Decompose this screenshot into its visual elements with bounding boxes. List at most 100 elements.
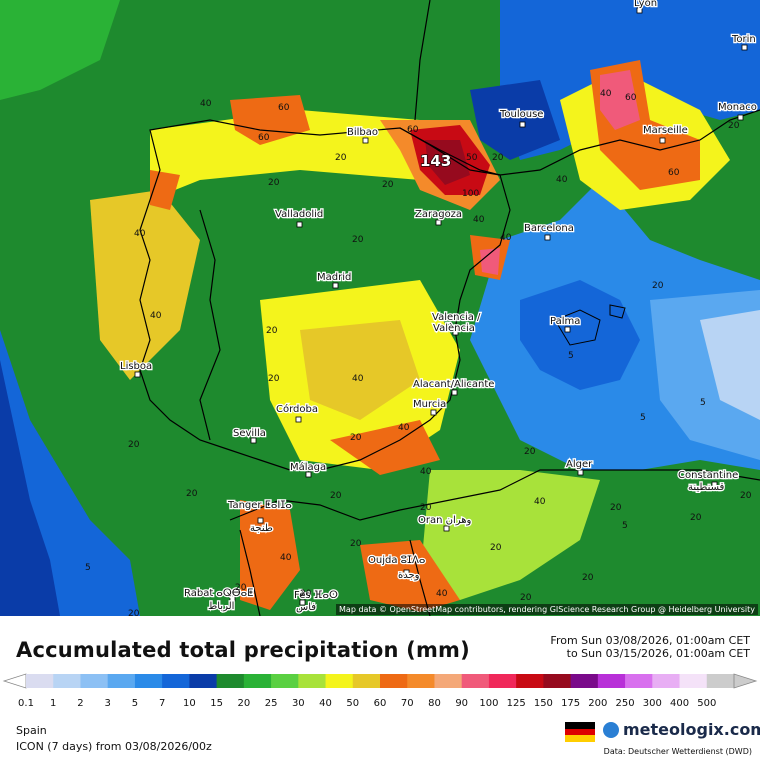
city-marker-madrid[interactable]: Madrid bbox=[316, 271, 353, 289]
city-marker-lyon[interactable]: Lyon bbox=[633, 0, 658, 14]
svg-text:Alacant/Alicante: Alacant/Alicante bbox=[413, 379, 494, 390]
svg-text:الرباط: الرباط bbox=[208, 601, 234, 612]
contour-label: 60 bbox=[668, 168, 680, 178]
max-precip-label: 143 bbox=[420, 152, 451, 170]
scale-label: 80 bbox=[428, 698, 441, 709]
data-source: Data: Deutscher Wetterdienst (DWD) bbox=[603, 747, 752, 756]
contour-label: 40 bbox=[436, 589, 448, 599]
scale-swatch bbox=[243, 674, 272, 688]
city-marker-palma[interactable]: Palma bbox=[549, 315, 582, 333]
city-marker-valladolid[interactable]: Valladolid bbox=[274, 208, 325, 228]
svg-text:Barcelona: Barcelona bbox=[524, 223, 574, 234]
contour-label: 40 bbox=[534, 497, 546, 507]
city-marker-malaga[interactable]: Málaga bbox=[289, 460, 327, 478]
model-label: ICON (7 days) from 03/08/2026/00z bbox=[16, 740, 212, 753]
city-marker-toulouse[interactable]: Toulouse bbox=[498, 108, 545, 128]
contour-label: 20 bbox=[300, 589, 312, 599]
scale-swatch bbox=[325, 674, 354, 688]
city-marker-sevilla[interactable]: Sevilla bbox=[232, 427, 267, 444]
scale-label: 100 bbox=[479, 698, 498, 709]
scale-swatch bbox=[597, 674, 626, 688]
city-marker-oran[interactable]: Oran وهران bbox=[417, 514, 473, 532]
contour-label: 20 bbox=[350, 433, 362, 443]
scale-swatch bbox=[162, 674, 190, 688]
scale-swatch bbox=[516, 674, 544, 688]
scale-label: 300 bbox=[643, 698, 662, 709]
flag-stripe bbox=[565, 728, 595, 736]
svg-text:قسنطينة: قسنطينة bbox=[688, 482, 725, 493]
scale-swatch bbox=[570, 674, 599, 688]
svg-text:طنجة: طنجة bbox=[250, 523, 273, 534]
scale-label: 50 bbox=[346, 698, 359, 709]
svg-text:Constantine: Constantine bbox=[678, 470, 738, 481]
svg-text:Valladolid: Valladolid bbox=[275, 209, 323, 220]
city-marker-murcia[interactable]: Murcia bbox=[412, 398, 448, 416]
city-marker-rabat[interactable]: Rabat ⴰⵕⴱⴰⵟ الرباط bbox=[183, 587, 255, 614]
contour-label: 40 bbox=[600, 89, 612, 99]
city-marker-tanger[interactable]: Tanger ⵟⴰⵏⵊⴰ طنجة bbox=[226, 499, 293, 536]
scale-swatch bbox=[352, 674, 381, 688]
contour-label: 5 bbox=[85, 563, 91, 573]
scale-label: 30 bbox=[292, 698, 305, 709]
scale-label: 250 bbox=[616, 698, 635, 709]
city-marker-alicante[interactable]: Alacant/Alicante bbox=[412, 378, 496, 396]
svg-text:Rabat ⴰⵕⴱⴰⵟ: Rabat ⴰⵕⴱⴰⵟ bbox=[184, 588, 253, 599]
city-marker-barcelona[interactable]: Barcelona bbox=[523, 222, 575, 241]
contour-label: 20 bbox=[520, 593, 532, 603]
city-marker-oujda[interactable]: Oujda ⵓⵊⴷⴰ وجدة bbox=[367, 554, 427, 583]
city-marker-lisboa[interactable]: Lisboa bbox=[119, 360, 153, 378]
contour-label: 60 bbox=[407, 125, 419, 135]
city-marker-marseille[interactable]: Marseille bbox=[642, 124, 689, 144]
precipitation-map[interactable]: Lyon Torin Monaco Toulouse Marseille Bil… bbox=[0, 0, 760, 616]
svg-text:Lisboa: Lisboa bbox=[120, 361, 152, 372]
contour-label: 20 bbox=[652, 281, 664, 291]
scale-swatch bbox=[652, 674, 681, 688]
svg-text:Monaco: Monaco bbox=[718, 102, 757, 113]
brand-logo[interactable]: meteologix.com bbox=[603, 720, 760, 739]
city-marker-bilbao[interactable]: Bilbao bbox=[346, 126, 379, 144]
city-marker-torin[interactable]: Torin bbox=[730, 33, 757, 51]
contour-label: 5 bbox=[640, 413, 646, 423]
city-marker-monaco[interactable]: Monaco bbox=[717, 101, 758, 121]
svg-text:Oujda ⵓⵊⴷⴰ: Oujda ⵓⵊⴷⴰ bbox=[368, 555, 425, 566]
scale-label: 400 bbox=[670, 698, 689, 709]
contour-label: 40 bbox=[556, 175, 568, 185]
flag-stripe bbox=[565, 735, 595, 742]
contour-label: 40 bbox=[473, 215, 485, 225]
morocco-coast bbox=[239, 529, 261, 616]
svg-text:Valencia /: Valencia / bbox=[432, 312, 481, 323]
menorca-outline bbox=[609, 304, 626, 319]
scale-arrow-left bbox=[2, 673, 27, 689]
mallorca-outline bbox=[554, 309, 601, 346]
scale-label: 1 bbox=[50, 698, 56, 709]
scale-swatch bbox=[26, 674, 54, 688]
morocco-orange bbox=[240, 500, 300, 610]
scale-swatch bbox=[407, 674, 435, 688]
city-marker-valencia[interactable]: Valencia /València bbox=[431, 311, 482, 336]
scale-swatch bbox=[461, 674, 490, 688]
galicia-orange bbox=[150, 170, 180, 210]
scale-swatch bbox=[434, 674, 463, 688]
scale-label: 20 bbox=[237, 698, 250, 709]
contour-label: 60 bbox=[625, 93, 637, 103]
scale-label: 3 bbox=[105, 698, 111, 709]
scale-label: 10 bbox=[183, 698, 196, 709]
contour-label: 60 bbox=[278, 103, 290, 113]
portugal-yellow bbox=[90, 190, 200, 380]
contour-label: 20 bbox=[492, 153, 504, 163]
city-marker-zaragoza[interactable]: Zaragoza bbox=[414, 208, 463, 226]
scale-swatch bbox=[679, 674, 708, 688]
region-label: Spain bbox=[16, 724, 47, 737]
city-marker-alger[interactable]: Alger bbox=[565, 458, 594, 476]
scale-label: 0.1 bbox=[18, 698, 34, 709]
city-marker-cordoba[interactable]: Córdoba bbox=[275, 402, 319, 423]
svg-text:Zaragoza: Zaragoza bbox=[415, 209, 462, 220]
med-lightest bbox=[700, 310, 760, 420]
north-yellow bbox=[150, 110, 460, 200]
contour-label: 20 bbox=[382, 180, 394, 190]
scale-swatch bbox=[107, 674, 136, 688]
scale-label: 7 bbox=[159, 698, 165, 709]
scale-swatch bbox=[543, 674, 572, 688]
